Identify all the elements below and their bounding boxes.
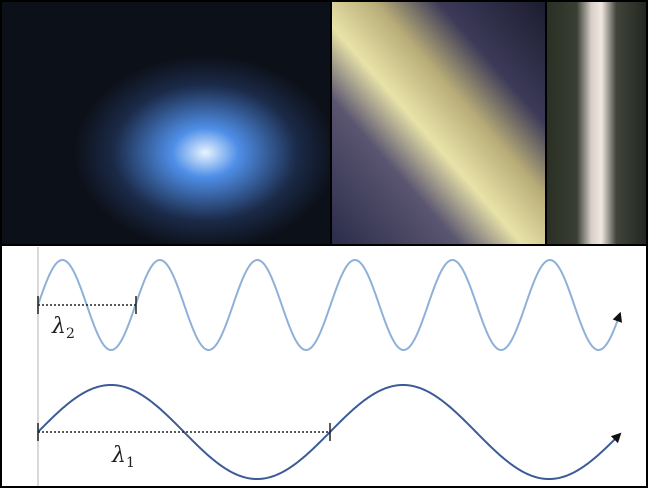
lambda-symbol: λ bbox=[51, 314, 66, 339]
lambda-symbol: λ bbox=[111, 443, 126, 468]
wave-panel bbox=[1, 245, 647, 487]
robot-photo bbox=[2, 2, 330, 245]
lambda-subscript: 1 bbox=[126, 455, 135, 471]
weld-closeup-photo bbox=[332, 2, 545, 245]
lambda-subscript: 2 bbox=[66, 326, 75, 342]
figure: λ2 λ1 bbox=[0, 0, 648, 488]
page: λ2 λ1 (() => { const data = JSON.parse(d… bbox=[0, 0, 648, 488]
weld-bead-photo bbox=[547, 2, 646, 245]
